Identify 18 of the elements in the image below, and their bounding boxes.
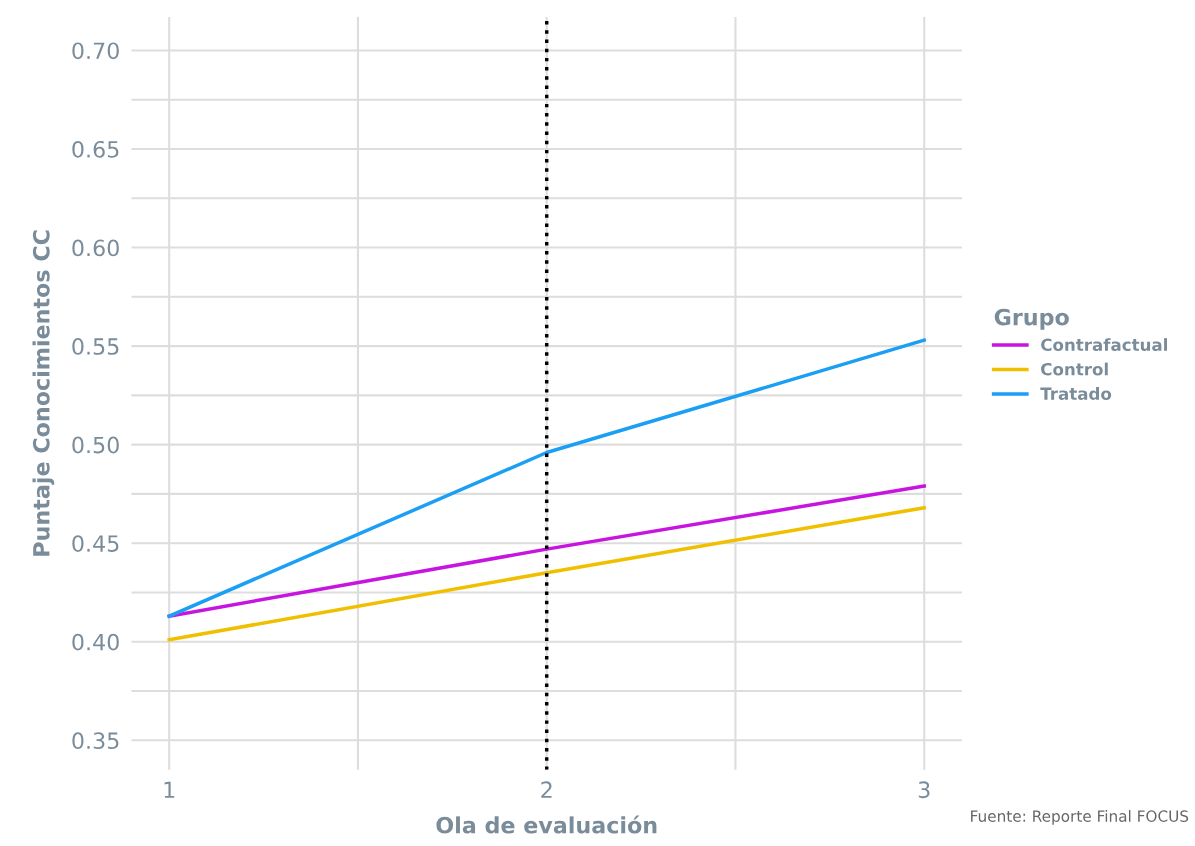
y-tick-label: 0.70 [72,42,119,60]
x-tick-label: 3 [918,781,930,799]
y-tick-label: 0.35 [72,732,119,750]
y-tick-label: 0.65 [72,140,119,158]
y-tick-label: 0.55 [72,338,119,355]
source-note: Fuente: Reporte Final FOCUS [971,810,1189,825]
x-tick-label: 2 [541,781,552,798]
legend-title: Grupo [994,308,1069,330]
y-axis-title: Puntaje Conocimientos CC [32,230,55,556]
y-tick-label: 0.50 [72,436,119,454]
x-axis-title: Ola de evaluación [436,815,657,834]
y-tick-label: 0.60 [72,239,119,257]
x-tick-label: 1 [164,781,175,798]
y-tick-label: 0.40 [72,633,119,651]
legend-label: Control [1041,362,1108,376]
legend-label: Tratado [1040,387,1112,400]
y-tick-label: 0.45 [72,535,119,552]
legend-label: Contrafactual [1041,338,1167,352]
